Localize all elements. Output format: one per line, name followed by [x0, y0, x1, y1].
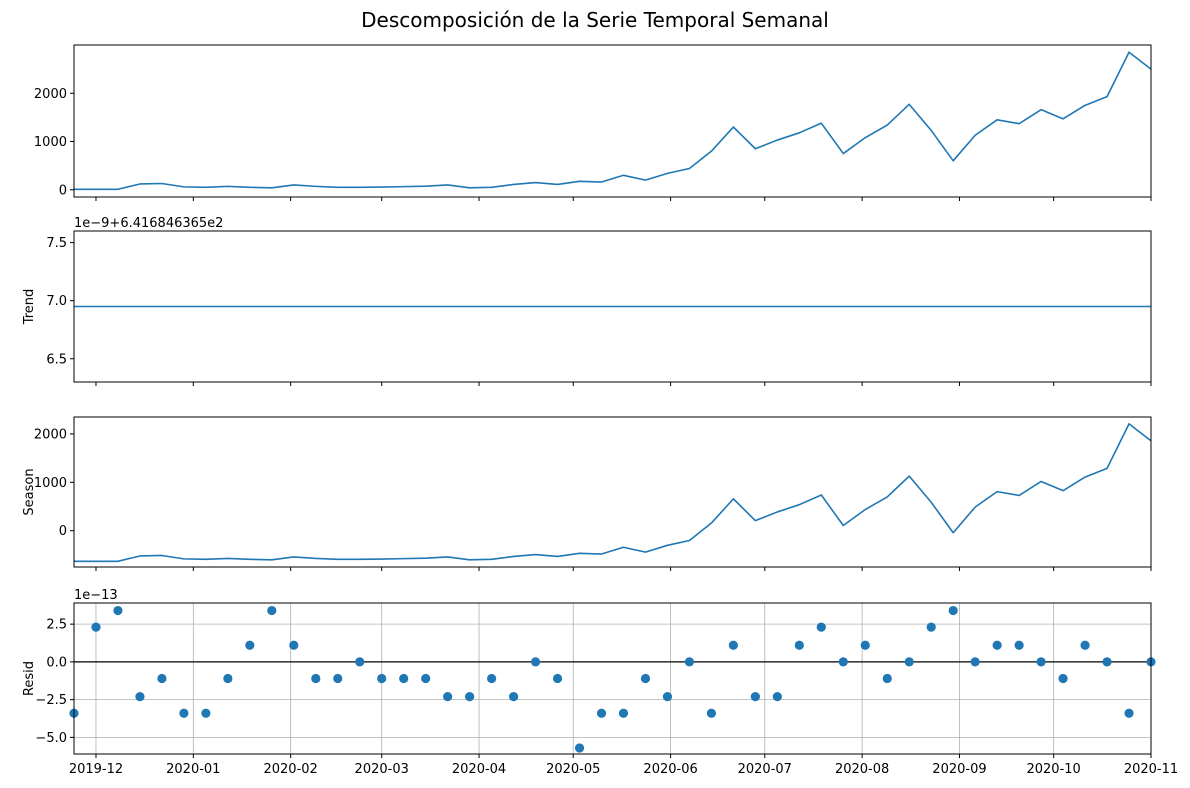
resid-point [487, 673, 497, 684]
resid-point [926, 622, 936, 632]
resid-point [618, 708, 629, 718]
season-series-line [74, 423, 1152, 563]
resid-point [706, 708, 717, 718]
resid-point [816, 622, 826, 632]
resid-point [179, 708, 189, 718]
x-tick-label: 2020-07 [738, 762, 792, 777]
x-tick-label: 2019-12 [69, 762, 123, 777]
resid-point [157, 673, 167, 684]
trend-ylabel: Trend [22, 289, 37, 326]
season-ylabel: Season [22, 468, 37, 515]
resid-point [508, 692, 519, 702]
y-tick-label: 1000 [34, 476, 67, 491]
observed-axes-frame [73, 44, 1152, 198]
x-tick-label: 2020-08 [835, 762, 889, 777]
resid-point [1102, 657, 1112, 667]
y-tick-label: 2000 [34, 427, 67, 442]
resid-point [860, 640, 870, 650]
resid-point [904, 657, 914, 667]
resid-point [465, 692, 475, 702]
resid-point [772, 692, 782, 702]
trend-axes-frame [73, 230, 1152, 383]
x-tick-label: 2020-09 [932, 762, 986, 777]
resid-point [1080, 640, 1090, 650]
resid-point [882, 673, 892, 684]
y-tick-label: 7.0 [46, 294, 67, 309]
resid-point [948, 605, 958, 616]
resid-point [684, 657, 695, 667]
resid-point [552, 673, 563, 684]
y-tick-label: 2.5 [46, 618, 67, 633]
resid-point [443, 692, 453, 702]
resid-point [640, 673, 651, 684]
y-tick-label: 6.5 [46, 352, 67, 367]
y-tick-label: 0 [59, 524, 67, 539]
y-tick-label: 1000 [34, 135, 67, 150]
resid-point [311, 673, 321, 684]
resid-point [662, 692, 673, 702]
y-tick-label: −2.5 [35, 693, 67, 708]
resid-point [750, 692, 760, 702]
trend-offset-text: 1e−9+6.416846365e2 [74, 216, 223, 231]
resid-point [970, 657, 980, 667]
resid-panel [69, 602, 1156, 758]
resid-point [1014, 640, 1024, 650]
resid-point [399, 673, 409, 684]
y-tick-label: 7.5 [46, 236, 67, 251]
season-axes-frame [73, 416, 1152, 568]
resid-point [377, 673, 387, 684]
resid-ylabel: Resid [22, 661, 37, 696]
resid-point [1058, 673, 1068, 684]
resid-point [289, 640, 299, 650]
resid-point [1036, 657, 1046, 667]
resid-point [794, 640, 804, 650]
x-tick-label: 2020-11 [1124, 762, 1178, 777]
observed-series-line [74, 51, 1152, 191]
y-tick-label: −5.0 [35, 731, 67, 746]
y-tick-label: 2000 [34, 87, 67, 102]
resid-point [992, 640, 1002, 650]
resid-point [728, 640, 738, 650]
resid-point [223, 673, 233, 684]
resid-point [574, 743, 585, 753]
x-tick-label: 2020-01 [166, 762, 220, 777]
x-tick-label: 2020-02 [263, 762, 317, 777]
x-tick-label: 2020-04 [452, 762, 506, 777]
x-tick-label: 2020-03 [355, 762, 409, 777]
y-tick-label: 0.0 [46, 655, 67, 670]
resid-point [333, 673, 343, 684]
resid-point [267, 605, 277, 616]
resid-point [421, 673, 431, 684]
x-tick-label: 2020-10 [1026, 762, 1080, 777]
resid-point [838, 657, 848, 667]
trend-panel [70, 230, 1152, 386]
x-tick-label: 2020-05 [546, 762, 600, 777]
resid-point [530, 657, 541, 667]
resid-point [201, 708, 211, 718]
resid-axes-frame [73, 602, 1152, 755]
resid-point [355, 657, 365, 667]
resid-point [245, 640, 255, 650]
chart-title: Descomposición de la Serie Temporal Sema… [361, 8, 829, 32]
resid-point [91, 622, 101, 632]
resid-point [596, 708, 607, 718]
resid-offset-text: 1e−13 [74, 588, 118, 603]
resid-point [135, 692, 145, 702]
season-panel [70, 416, 1152, 571]
resid-point [113, 605, 123, 616]
observed-panel [70, 44, 1152, 201]
x-tick-label: 2020-06 [643, 762, 697, 777]
resid-point [1124, 708, 1134, 718]
y-tick-label: 0 [59, 183, 67, 198]
